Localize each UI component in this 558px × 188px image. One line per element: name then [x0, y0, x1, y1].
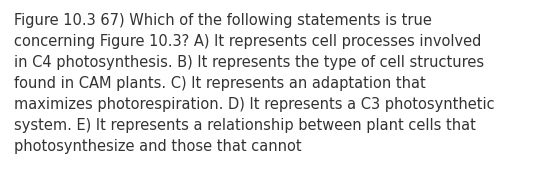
Text: Figure 10.3 67) Which of the following statements is true
concerning Figure 10.3: Figure 10.3 67) Which of the following s…	[14, 13, 494, 154]
